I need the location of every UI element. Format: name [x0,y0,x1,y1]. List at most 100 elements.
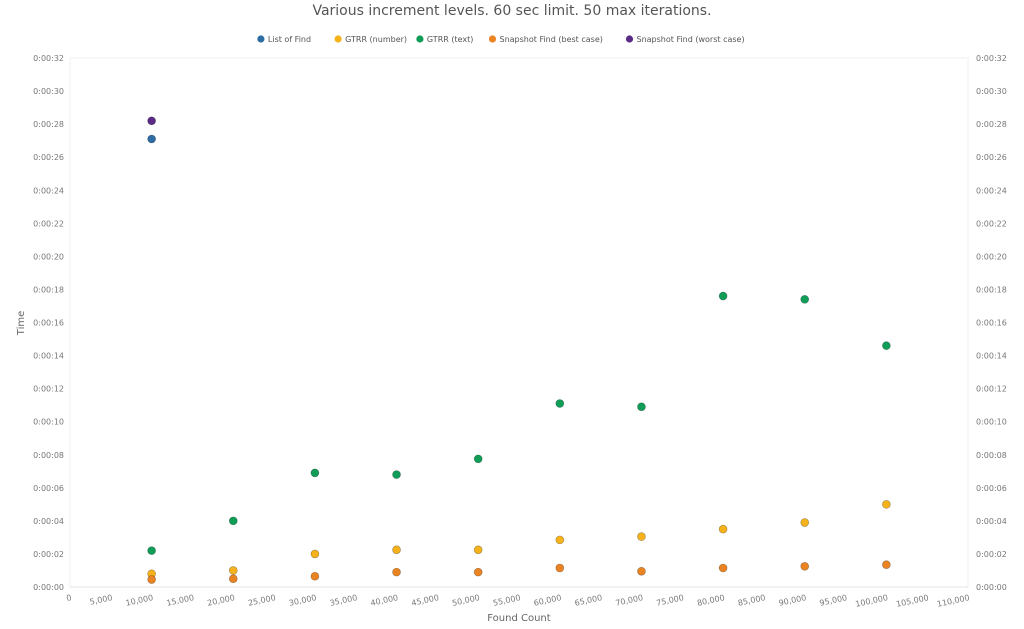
x-tick-label: 15,000 [166,593,195,608]
legend: List of Find GTRR (number) GTRR (text) Snap… [257,35,745,44]
y-tick-label-right: 0:00:28 [976,120,1007,129]
data-point[interactable] [228,516,238,526]
legend-label: Snapshot Find (best case) [500,35,603,44]
x-tick-label: 65,000 [574,593,603,608]
x-tick-label: 30,000 [288,593,317,608]
y-tick-label-right: 0:00:16 [976,319,1007,328]
y-axis-title: Time [16,311,27,336]
legend-marker [416,35,424,43]
y-tick-label-left: 0:00:26 [33,153,64,162]
y-tick-label-left: 0:00:12 [33,385,64,394]
data-point[interactable] [718,563,728,573]
x-tick-label: 60,000 [533,593,562,608]
y-tick-label-right: 0:00:26 [976,153,1007,162]
y-tick-label-left: 0:00:22 [33,219,64,228]
data-point[interactable] [310,549,320,559]
data-point[interactable] [555,563,565,573]
y-tick-label-left: 0:00:18 [33,285,64,294]
legend-item[interactable]: Snapshot Find (worst case) [625,35,745,44]
y-tick-label-right: 0:00:04 [976,517,1007,526]
legend-label: Snapshot Find (worst case) [637,35,745,44]
y-tick-label-right: 0:00:20 [976,252,1007,261]
x-axis-title: Found Count [487,613,550,624]
data-point[interactable] [718,291,728,301]
x-tick-label: 20,000 [206,593,235,608]
y-tick-label-right: 0:00:18 [976,285,1007,294]
y-tick-label-left: 0:00:28 [33,120,64,129]
data-point[interactable] [147,134,156,144]
x-tick-label: 55,000 [492,593,521,608]
x-tick-label: 85,000 [737,593,766,608]
data-point[interactable] [392,545,401,555]
y-tick-label-right: 0:00:22 [976,219,1007,228]
data-point[interactable] [555,535,565,545]
data-point[interactable] [147,116,156,126]
y-tick-label-left: 0:00:14 [33,352,64,361]
legend-item[interactable]: GTRR (number) [334,35,408,44]
data-point[interactable] [718,524,728,534]
x-tick-label: 105,000 [895,593,929,609]
data-point[interactable] [310,468,320,478]
data-point[interactable] [228,574,238,584]
data-point[interactable] [637,402,646,412]
x-tick-label: 35,000 [329,593,358,608]
x-tick-label: 95,000 [819,593,848,608]
plot-area [69,57,969,588]
data-point[interactable] [392,470,401,479]
data-point[interactable] [882,341,891,350]
data-point[interactable] [228,566,238,575]
x-axis: 0 5,000 10,000 15,000 20,000 25,000 30,000 35,0… [66,593,971,609]
x-tick-label: 10,000 [125,593,154,608]
data-point[interactable] [637,532,646,541]
x-tick-label: 110,000 [936,593,970,609]
y-tick-label-left: 0:00:10 [33,418,64,427]
y-tick-label-right: 0:00:30 [976,87,1007,96]
legend-marker [334,35,342,43]
data-points [147,116,891,584]
data-point[interactable] [882,500,891,509]
data-point[interactable] [637,566,646,576]
y-axis-left: 0:00:00 0:00:02 0:00:04 0:00:06 0:00:08 0:00:… [33,54,64,592]
plot-frame [69,57,969,588]
data-point[interactable] [800,562,810,571]
y-tick-label-left: 0:00:06 [33,484,64,493]
x-tick-label: 100,000 [855,593,889,609]
data-point[interactable] [147,575,156,584]
data-point[interactable] [800,518,810,527]
y-tick-label-left: 0:00:16 [33,319,64,328]
legend-marker [625,35,634,43]
y-tick-label-right: 0:00:08 [976,451,1007,460]
data-point[interactable] [473,567,483,577]
x-tick-label: 80,000 [696,593,725,608]
data-point[interactable] [310,571,320,581]
data-point[interactable] [473,454,483,464]
series-points [147,560,891,584]
data-point[interactable] [882,560,891,569]
x-tick-label: 50,000 [451,593,480,608]
y-tick-label-right: 0:00:00 [976,583,1007,592]
legend-label: GTRR (number) [345,35,407,44]
y-tick-label-right: 0:00:24 [976,186,1007,195]
y-tick-label-right: 0:00:14 [976,352,1007,361]
legend-marker [257,35,265,43]
data-point[interactable] [392,567,401,577]
y-tick-label-right: 0:00:02 [976,550,1007,559]
y-tick-label-left: 0:00:08 [33,451,64,460]
y-tick-label-right: 0:00:06 [976,484,1007,493]
series-points [147,500,891,579]
data-point[interactable] [800,295,810,304]
legend-item[interactable]: Snapshot Find (best case) [488,35,603,44]
legend-label: List of Find [268,35,311,44]
series-points [147,116,156,126]
y-tick-label-left: 0:00:00 [33,583,64,592]
data-point[interactable] [473,545,483,555]
y-tick-label-left: 0:00:20 [33,252,64,261]
data-point[interactable] [555,399,565,408]
x-tick-label: 75,000 [655,593,684,608]
legend-item[interactable]: GTRR (text) [416,35,473,44]
data-point[interactable] [147,546,156,555]
y-tick-label-left: 0:00:24 [33,186,64,195]
legend-item[interactable]: List of Find [257,35,311,44]
